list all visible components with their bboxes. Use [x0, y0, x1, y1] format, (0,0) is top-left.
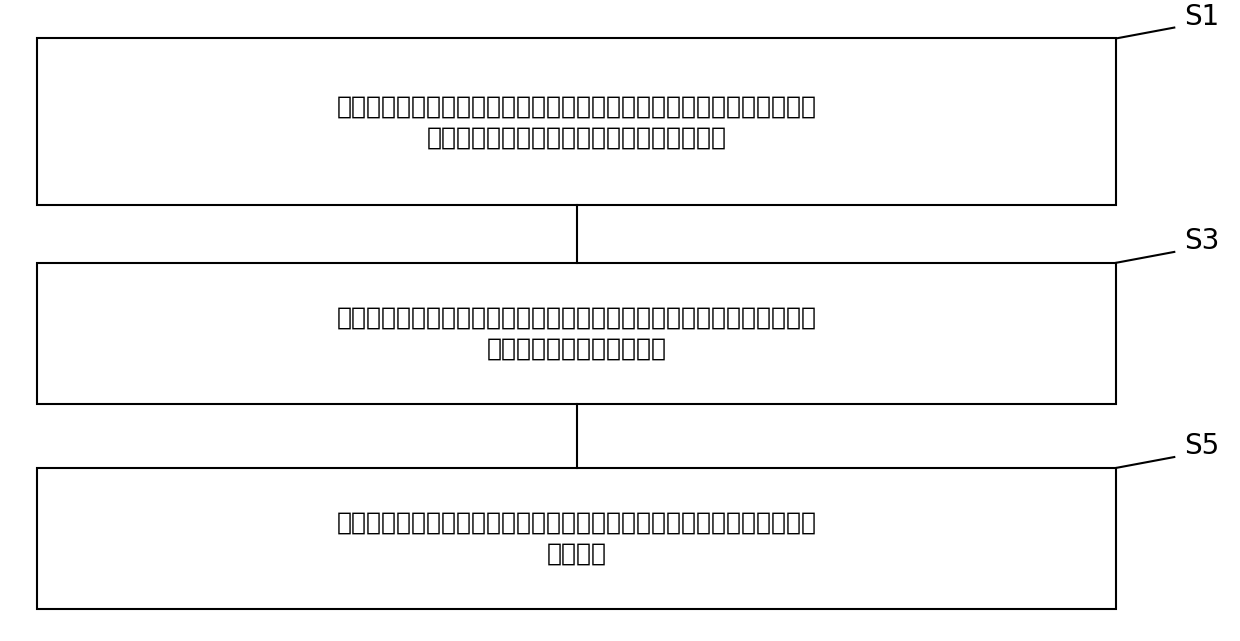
Bar	[37, 468, 1116, 609]
Text: 利用所述目标渲染插件渲染所述目标视图，以在所述目标页面中展示所述: 利用所述目标渲染插件渲染所述目标视图，以在所述目标页面中展示所述	[336, 511, 817, 535]
Text: S5: S5	[1184, 432, 1219, 460]
Text: 目标视图: 目标视图	[547, 542, 606, 566]
Text: S3: S3	[1184, 227, 1220, 255]
Text: 根据所述配置信息，从所述渲染插件集合中确定与所述目标页面中的目标: 根据所述配置信息，从所述渲染插件集合中确定与所述目标页面中的目标	[336, 306, 817, 330]
Text: 信息用于表征所述目标页面中视图的渲染方式: 信息用于表征所述目标页面中视图的渲染方式	[427, 125, 727, 149]
Text: 在加载目标页面时，从服务器处获取所述目标页面的配置信息，所述配置: 在加载目标页面时，从服务器处获取所述目标页面的配置信息，所述配置	[336, 94, 817, 119]
Text: 视图相匹配的目标渲染插件: 视图相匹配的目标渲染插件	[486, 337, 667, 361]
Bar	[37, 263, 1116, 404]
Bar	[37, 38, 1116, 205]
Text: S1: S1	[1184, 3, 1219, 31]
